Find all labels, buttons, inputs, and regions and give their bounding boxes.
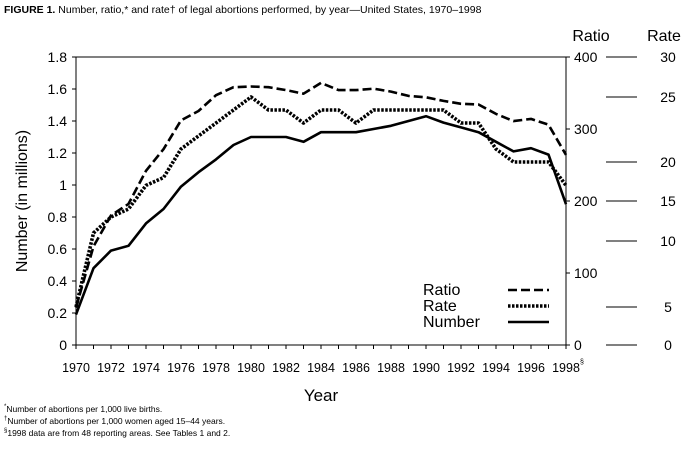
x-tick-label: 1984 bbox=[307, 361, 335, 375]
y-left-tick-label: 0.2 bbox=[48, 305, 68, 321]
x-tick-label: 1972 bbox=[97, 361, 125, 375]
rate-tick-label: 25 bbox=[660, 89, 676, 105]
footnote-text: 1998 data are from 48 reporting areas. S… bbox=[7, 428, 231, 438]
y-left-tick-label: 1 bbox=[59, 177, 67, 193]
series-number-line bbox=[74, 114, 568, 316]
ratio-tick-label: 300 bbox=[574, 121, 598, 137]
figure-title: FIGURE 1. Number, ratio,* and rate† of l… bbox=[4, 4, 481, 16]
ratio-axis-title: Ratio bbox=[572, 28, 609, 45]
rate-tick-label: 5 bbox=[664, 299, 672, 315]
x-tick-label: 1988 bbox=[377, 361, 405, 375]
x-axis-title: Year bbox=[304, 386, 339, 405]
x-tick-label: 1980 bbox=[237, 361, 265, 375]
x-tick-label: 1970 bbox=[62, 361, 90, 375]
x-tick-label: 1978 bbox=[202, 361, 230, 375]
series-ratio-line bbox=[74, 81, 568, 308]
x-tick-label: 1998 bbox=[552, 361, 580, 375]
legend-label-rate: Rate bbox=[423, 298, 457, 315]
rate-tick-label: 20 bbox=[660, 154, 676, 170]
x-tick-label: 1974 bbox=[132, 361, 160, 375]
rate-tick-label: 15 bbox=[660, 193, 676, 209]
x-tick-label: 1986 bbox=[342, 361, 370, 375]
footnote-rate: †Number of abortions per 1,000 women age… bbox=[4, 416, 225, 426]
y-left-tick-label: 1.4 bbox=[48, 113, 68, 129]
legend-label-number: Number bbox=[423, 314, 481, 331]
ratio-tick-label: 200 bbox=[574, 193, 598, 209]
ratio-tick-label: 400 bbox=[574, 49, 598, 65]
footnote-mark: § bbox=[4, 428, 8, 435]
y-left-tick-label: 0.6 bbox=[48, 241, 68, 257]
y-left-tick-label: 1.2 bbox=[48, 145, 68, 161]
x-tick-label: 1992 bbox=[447, 361, 475, 375]
x-tick-label: 1976 bbox=[167, 361, 195, 375]
figure-title-text: Number, ratio,* and rate† of legal abort… bbox=[58, 4, 482, 16]
footnote-ratio: *Number of abortions per 1,000 live birt… bbox=[4, 404, 162, 414]
figure-label: FIGURE 1. bbox=[4, 4, 56, 16]
rate-axis-title: Rate bbox=[647, 28, 681, 45]
y-left-tick-label: 0 bbox=[59, 337, 67, 353]
y-left-tick-label: 1.6 bbox=[48, 81, 68, 97]
ratio-tick-label: 0 bbox=[574, 337, 582, 353]
x-tick-footnote-mark: § bbox=[580, 359, 584, 366]
rate-tick-label: 0 bbox=[664, 337, 672, 353]
footnote-text: Number of abortions per 1,000 live birth… bbox=[6, 404, 163, 414]
x-tick-label: 1996 bbox=[517, 361, 545, 375]
footnote-mark: * bbox=[4, 404, 7, 411]
x-tick-label: 1990 bbox=[412, 361, 440, 375]
rate-tick-label: 10 bbox=[660, 233, 676, 249]
x-tick-label: 1994 bbox=[482, 361, 510, 375]
x-tick-label: 1982 bbox=[272, 361, 300, 375]
series-rate-line bbox=[74, 95, 568, 308]
y-axis-title: Number (in millions) bbox=[14, 130, 31, 272]
legend-label-ratio: Ratio bbox=[423, 282, 460, 299]
footnote-text: Number of abortions per 1,000 women aged… bbox=[7, 416, 226, 426]
ratio-tick-label: 100 bbox=[574, 265, 598, 281]
footnote-1998: §1998 data are from 48 reporting areas. … bbox=[4, 428, 230, 438]
y-left-tick-label: 1.8 bbox=[48, 49, 68, 65]
y-left-tick-label: 0.4 bbox=[48, 273, 68, 289]
y-left-tick-label: 0.8 bbox=[48, 209, 68, 225]
footnote-mark: † bbox=[4, 416, 8, 423]
rate-tick-label: 30 bbox=[660, 49, 676, 65]
